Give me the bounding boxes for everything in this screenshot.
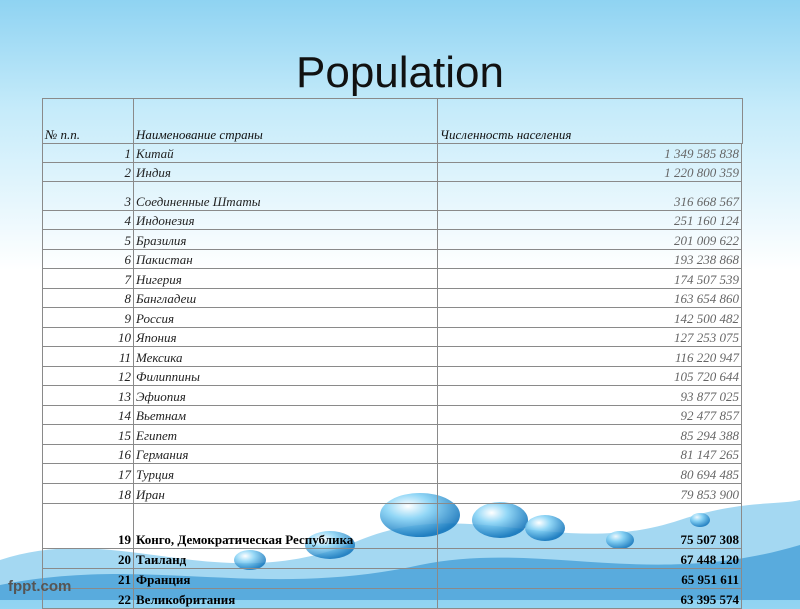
country-name: Турция [133, 463, 438, 484]
watermark: fppt.com [8, 578, 72, 595]
population-value: 127 253 075 [437, 327, 742, 347]
country-name: Индонезия [133, 210, 438, 230]
row-number: 9 [42, 307, 134, 328]
header-number: № п.п. [42, 98, 134, 144]
population-value: 193 238 868 [437, 249, 742, 269]
country-name: Япония [133, 327, 438, 347]
population-value: 65 951 611 [437, 568, 742, 589]
country-name: Россия [133, 307, 438, 328]
country-name: Конго, Демократическая Республика [133, 503, 438, 549]
row-number: 1 [42, 143, 134, 163]
row-number: 7 [42, 268, 134, 289]
population-value: 163 654 860 [437, 288, 742, 308]
country-name: Нигерия [133, 268, 438, 289]
country-name: Индия [133, 162, 438, 182]
row-number: 2 [42, 162, 134, 182]
row-number: 19 [42, 503, 134, 549]
population-value: 81 147 265 [437, 444, 742, 464]
population-value: 80 694 485 [437, 463, 742, 484]
population-value: 116 220 947 [437, 346, 742, 367]
country-name: Вьетнам [133, 405, 438, 425]
row-number: 3 [42, 181, 134, 211]
row-number: 18 [42, 483, 134, 504]
population-value: 1 349 585 838 [437, 143, 742, 163]
row-number: 12 [42, 366, 134, 386]
slide-title: Population [296, 48, 504, 97]
header-country: Наименование страны [133, 98, 438, 144]
country-name: Таиланд [133, 548, 438, 569]
population-value: 251 160 124 [437, 210, 742, 230]
population-value: 85 294 388 [437, 424, 742, 445]
population-value: 75 507 308 [437, 503, 742, 549]
population-value: 63 395 574 [437, 588, 742, 609]
country-name: Эфиопия [133, 385, 438, 406]
population-value: 1 220 800 359 [437, 162, 742, 182]
population-value: 174 507 539 [437, 268, 742, 289]
country-name: Великобритания [133, 588, 438, 609]
row-number: 16 [42, 444, 134, 464]
header-population: Численность населения [437, 98, 743, 144]
row-number: 4 [42, 210, 134, 230]
population-value: 67 448 120 [437, 548, 742, 569]
population-value: 142 500 482 [437, 307, 742, 328]
row-number: 15 [42, 424, 134, 445]
row-number: 8 [42, 288, 134, 308]
population-value: 92 477 857 [437, 405, 742, 425]
country-name: Пакистан [133, 249, 438, 269]
row-number: 11 [42, 346, 134, 367]
row-number: 5 [42, 229, 134, 250]
country-name: Иран [133, 483, 438, 504]
country-name: Бразилия [133, 229, 438, 250]
country-name: Филиппины [133, 366, 438, 386]
country-name: Франция [133, 568, 438, 589]
population-value: 93 877 025 [437, 385, 742, 406]
row-number: 14 [42, 405, 134, 425]
country-name: Египет [133, 424, 438, 445]
population-value: 79 853 900 [437, 483, 742, 504]
row-number: 20 [42, 548, 134, 569]
country-name: Германия [133, 444, 438, 464]
row-number: 10 [42, 327, 134, 347]
row-number: 6 [42, 249, 134, 269]
population-value: 105 720 644 [437, 366, 742, 386]
population-value: 316 668 567 [437, 181, 742, 211]
country-name: Китай [133, 143, 438, 163]
row-number: 13 [42, 385, 134, 406]
country-name: Соединенные Штаты [133, 181, 438, 211]
population-value: 201 009 622 [437, 229, 742, 250]
country-name: Мексика [133, 346, 438, 367]
country-name: Бангладеш [133, 288, 438, 308]
row-number: 17 [42, 463, 134, 484]
